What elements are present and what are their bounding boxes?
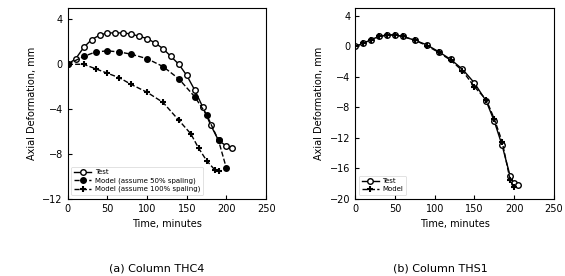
Test xyxy=(483,100,490,103)
Text: (b) Column THS1: (b) Column THS1 xyxy=(393,263,488,273)
Test xyxy=(376,35,383,38)
Test xyxy=(384,33,390,37)
Test xyxy=(411,39,418,42)
X-axis label: Time, minutes: Time, minutes xyxy=(420,219,489,229)
Model (assume 100% spaling) xyxy=(80,63,87,66)
Test xyxy=(491,119,498,123)
Model xyxy=(411,39,418,42)
Legend: Test, Model (assume 50% spaling), Model (assume 100% spaling): Test, Model (assume 50% spaling), Model … xyxy=(71,166,203,195)
Model (assume 100% spaling) xyxy=(104,71,111,75)
Model (assume 100% spaling) xyxy=(215,169,222,172)
Test xyxy=(447,58,454,61)
Test xyxy=(144,37,150,40)
Model (assume 50% spaling) xyxy=(116,50,123,54)
Model xyxy=(423,44,430,47)
Test xyxy=(128,32,134,36)
Test xyxy=(223,144,230,148)
Model (assume 100% spaling) xyxy=(188,132,194,136)
Test xyxy=(151,41,158,45)
Test xyxy=(435,50,442,53)
Legend: Test, Model: Test, Model xyxy=(359,176,406,195)
Model xyxy=(376,35,383,38)
Test xyxy=(184,74,190,77)
Model xyxy=(507,178,514,181)
Line: Model (assume 100% spaling): Model (assume 100% spaling) xyxy=(64,61,222,174)
Test xyxy=(511,182,518,185)
Test xyxy=(399,35,406,38)
Test xyxy=(229,147,236,150)
Model xyxy=(435,51,442,54)
Test xyxy=(215,139,222,142)
Test xyxy=(423,43,430,46)
Test xyxy=(352,45,359,48)
Test xyxy=(80,46,87,49)
Model (assume 50% spaling) xyxy=(92,50,99,54)
Model (assume 50% spaling) xyxy=(128,52,134,56)
Model xyxy=(459,69,466,72)
Model xyxy=(352,45,359,48)
Model xyxy=(471,85,478,88)
Model (assume 100% spaling) xyxy=(128,83,134,86)
Test xyxy=(368,38,375,41)
Model (assume 100% spaling) xyxy=(176,119,182,122)
Model (assume 100% spaling) xyxy=(64,63,71,66)
Line: Model (assume 50% spaling): Model (assume 50% spaling) xyxy=(65,48,229,171)
Model xyxy=(399,35,406,38)
Model xyxy=(384,33,390,37)
Test xyxy=(360,42,367,45)
Model xyxy=(511,186,518,189)
Test xyxy=(507,174,514,177)
Test xyxy=(112,31,119,34)
Test xyxy=(192,88,198,92)
Model (assume 100% spaling) xyxy=(116,76,123,79)
Model (assume 50% spaling) xyxy=(176,77,182,81)
Test xyxy=(515,183,521,187)
Model xyxy=(483,98,490,101)
Test xyxy=(120,31,127,34)
Line: Test: Test xyxy=(353,32,521,188)
Model (assume 100% spaling) xyxy=(211,168,218,171)
Model xyxy=(447,59,454,62)
Model xyxy=(491,117,498,120)
Model xyxy=(499,140,506,143)
Model xyxy=(392,33,398,37)
Test xyxy=(96,33,103,37)
Model (assume 50% spaling) xyxy=(144,57,150,60)
Model (assume 50% spaling) xyxy=(203,113,210,116)
Test xyxy=(72,57,79,60)
Model (assume 100% spaling) xyxy=(195,147,202,150)
Model (assume 50% spaling) xyxy=(223,167,230,170)
Model (assume 50% spaling) xyxy=(104,49,111,52)
Test xyxy=(168,55,175,58)
Test xyxy=(392,33,398,37)
Test xyxy=(159,47,166,50)
Model (assume 50% spaling) xyxy=(159,65,166,68)
Y-axis label: Axial Deformation, mm: Axial Deformation, mm xyxy=(27,47,37,160)
Test xyxy=(176,63,182,66)
Test xyxy=(104,31,111,34)
Model (assume 100% spaling) xyxy=(144,91,150,94)
Model xyxy=(360,42,367,45)
Model (assume 50% spaling) xyxy=(80,55,87,58)
Test xyxy=(459,68,466,71)
Model (assume 100% spaling) xyxy=(159,101,166,104)
Test xyxy=(88,38,95,41)
Model (assume 100% spaling) xyxy=(203,159,210,162)
Model (assume 50% spaling) xyxy=(192,95,198,99)
Test xyxy=(136,34,142,38)
Text: (a) Column THC4: (a) Column THC4 xyxy=(108,263,204,273)
Line: Test: Test xyxy=(65,30,235,151)
X-axis label: Time, minutes: Time, minutes xyxy=(132,219,202,229)
Model (assume 100% spaling) xyxy=(92,67,99,70)
Test xyxy=(207,123,214,126)
Line: Model: Model xyxy=(352,31,518,191)
Test xyxy=(499,144,506,147)
Model (assume 50% spaling) xyxy=(215,139,222,142)
Model xyxy=(368,38,375,41)
Y-axis label: Axial Deformation, mm: Axial Deformation, mm xyxy=(315,47,324,160)
Test xyxy=(199,105,206,108)
Test xyxy=(64,63,71,66)
Test xyxy=(471,81,478,84)
Model (assume 50% spaling) xyxy=(64,63,71,66)
